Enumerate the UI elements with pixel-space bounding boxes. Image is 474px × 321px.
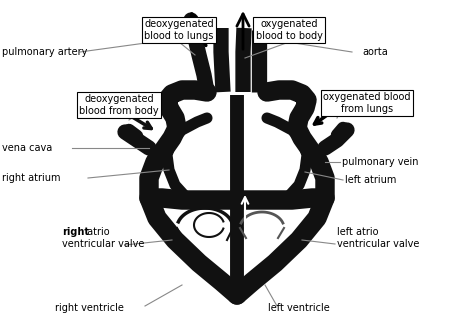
Text: left atrium: left atrium: [345, 175, 396, 185]
Text: ventricular valve: ventricular valve: [62, 239, 145, 249]
Text: oxygenated
blood to body: oxygenated blood to body: [255, 19, 322, 41]
Text: right: right: [62, 227, 89, 237]
Text: oxygenated blood
from lungs: oxygenated blood from lungs: [323, 92, 411, 114]
Text: deoxygenated
blood to lungs: deoxygenated blood to lungs: [144, 19, 214, 41]
Text: pulmonary vein: pulmonary vein: [342, 157, 419, 167]
Text: pulmonary artery: pulmonary artery: [2, 47, 87, 57]
Text: left atrio
ventricular valve: left atrio ventricular valve: [337, 227, 419, 249]
Text: left ventricle: left ventricle: [268, 303, 330, 313]
Text: right atrium: right atrium: [2, 173, 61, 183]
Text: deoxygenated
blood from body: deoxygenated blood from body: [79, 94, 159, 116]
Text: vena cava: vena cava: [2, 143, 52, 153]
Text: atrio: atrio: [84, 227, 109, 237]
Text: aorta: aorta: [362, 47, 388, 57]
Text: right ventricle: right ventricle: [55, 303, 123, 313]
